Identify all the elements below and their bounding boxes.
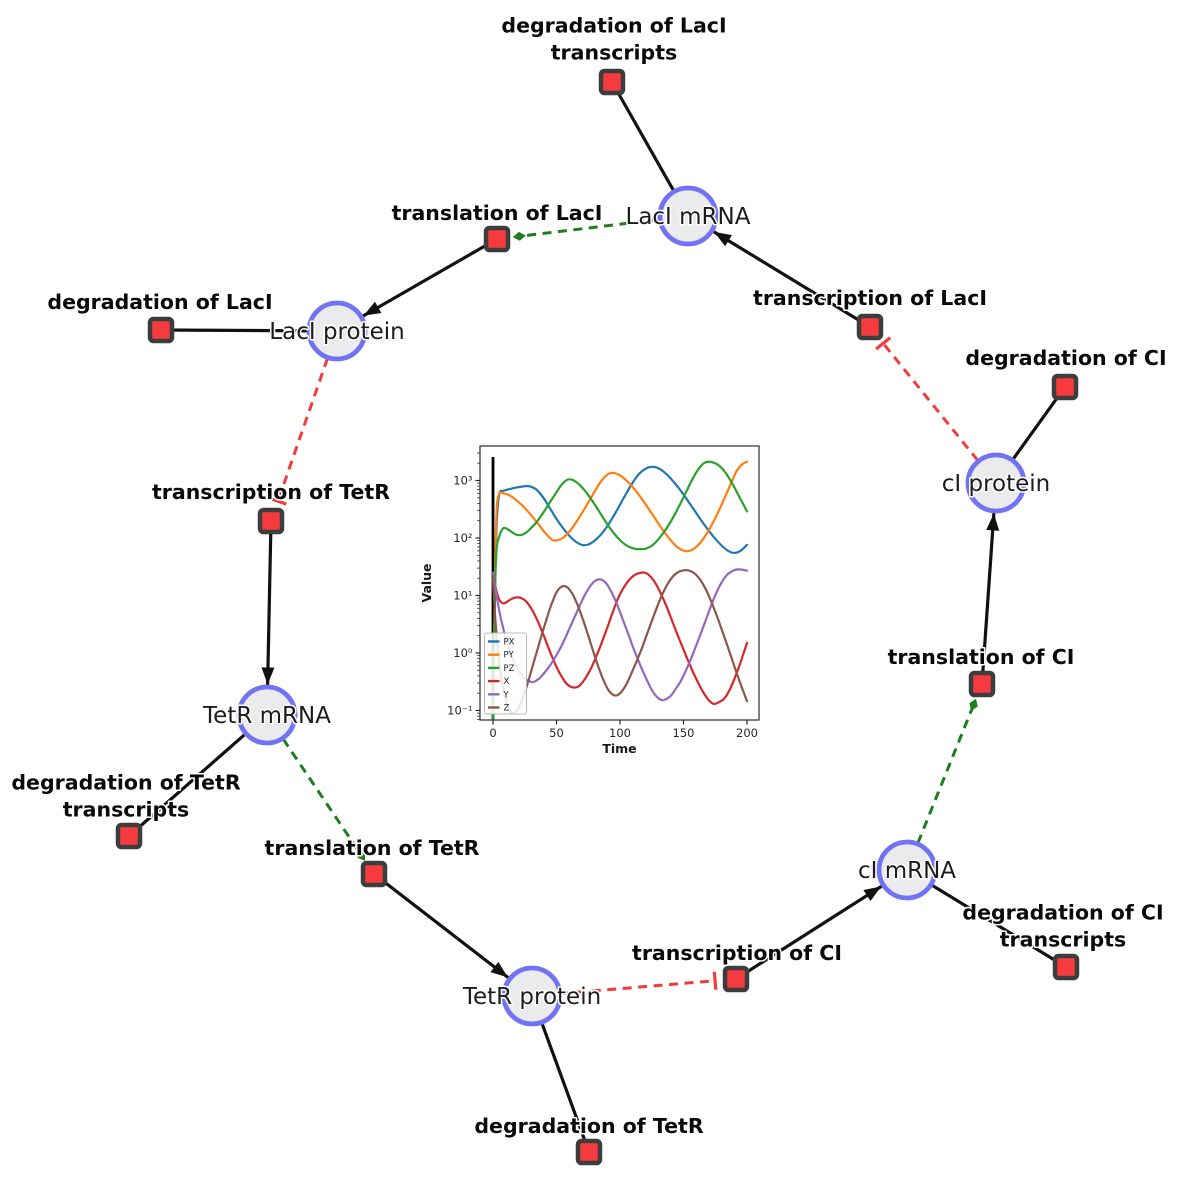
reaction-node-deg_ci_tx <box>1052 953 1080 981</box>
legend-label-PX: PX <box>504 638 515 648</box>
reaction-label-transcription_tetr: transcription of TetR <box>152 480 390 504</box>
species-label-tetr_mrna: TetR mRNA <box>202 703 331 729</box>
series-curve-PX <box>491 465 749 720</box>
reaction-label-translation_tetr: translation of TetR <box>265 836 480 860</box>
species-label-tetr_protein: TetR protein <box>462 984 601 1010</box>
y-tick-label: 10³ <box>453 474 473 488</box>
edge-tetr_protein-transcription_ci-tbar <box>712 971 718 990</box>
series-curve-PY <box>491 460 749 720</box>
species-node-laci_mrna <box>657 185 719 247</box>
edges-layer <box>127 81 1067 1153</box>
edge-transcription_tetr-tetr_mrna-arrowhead <box>261 667 275 685</box>
edge-laci_mrna-translation_laci-diamond <box>512 231 526 241</box>
reaction-node-translation_tetr <box>360 860 388 888</box>
species-node-tetr_mrna <box>236 684 298 746</box>
edge-ci_mrna-translation_ci <box>916 705 975 844</box>
chart-x-axis-label: Time <box>602 741 636 756</box>
edge-ci_mrna-deg_ci_tx <box>906 868 1067 969</box>
edge-translation_ci-ci_protein-arrowhead <box>986 513 1000 531</box>
species-node-ci_protein <box>965 452 1027 514</box>
reaction-node-deg_laci <box>147 316 175 344</box>
edge-translation_tetr-tetr_protein-arrowhead <box>490 961 508 978</box>
reaction-node-deg_laci_tx <box>598 68 626 96</box>
reaction-node-transcription_ci <box>722 965 750 993</box>
reaction-label-deg_tetr_tx: degradation of TetR transcripts <box>11 771 240 822</box>
reaction-node-deg_tetr_tx <box>115 822 143 850</box>
x-tick-label: 0 <box>489 726 496 740</box>
edge-translation_laci-laci_protein-arrowhead <box>363 301 382 316</box>
reaction-node-transcription_tetr <box>257 507 285 535</box>
reaction-label-translation_laci: translation of LacI <box>392 201 603 225</box>
edge-tetr_protein-transcription_ci <box>560 979 716 996</box>
x-tick-label: 100 <box>609 726 631 740</box>
species-label-laci_protein: LacI protein <box>269 319 404 345</box>
legend-label-Z: Z <box>504 704 510 714</box>
reaction-node-deg_tetr <box>575 1138 603 1166</box>
reaction-node-translation_ci <box>968 670 996 698</box>
edge-tetr_mrna-deg_tetr_tx <box>127 713 269 838</box>
reaction-label-transcription_ci: transcription of CI <box>632 941 842 965</box>
edge-laci_protein-transcription_tetr-tbar <box>268 496 287 506</box>
edge-laci_protein-transcription_tetr <box>276 357 329 502</box>
species-node-ci_mrna <box>876 839 938 901</box>
edge-tetr_mrna-translation_tetr-diamond <box>357 849 366 861</box>
legend-label-X: X <box>504 677 510 687</box>
edge-ci_mrna-translation_ci-diamond <box>969 698 978 711</box>
y-tick-label: 10¹ <box>453 589 472 603</box>
x-tick-label: 200 <box>736 726 758 740</box>
species-node-laci_protein <box>306 300 368 362</box>
edge-transcription_ci-ci_mrna-arrowhead <box>863 886 882 902</box>
edge-transcription_laci-laci_mrna-arrowhead <box>714 231 732 247</box>
x-tick-label: 50 <box>549 726 564 740</box>
species-node-tetr_protein <box>501 965 563 1027</box>
reaction-label-deg_ci: degradation of CI <box>965 346 1166 370</box>
legend-label-Y: Y <box>503 690 510 700</box>
reaction-label-translation_ci: translation of CI <box>888 645 1075 669</box>
inset-timeseries-chart: 10⁻¹ 10⁰ 10¹ 10² 10³ 0 50 100 150 200 Time Value PX P… <box>418 424 777 793</box>
y-tick-label: 10⁰ <box>453 646 473 660</box>
series-curve-X <box>491 571 749 706</box>
species-label-laci_mrna: LacI mRNA <box>626 204 751 230</box>
reaction-label-deg_ci_tx: degradation of CI transcripts <box>962 901 1163 952</box>
species-label-ci_mrna: cI mRNA <box>858 858 956 884</box>
reaction-label-deg_laci_tx: degradation of LacI transcripts <box>501 14 726 65</box>
reaction-node-transcription_laci <box>856 313 884 341</box>
species-label-ci_protein: cI protein <box>942 471 1051 497</box>
reaction-label-transcription_laci: transcription of LacI <box>753 286 987 310</box>
reaction-node-deg_ci <box>1051 373 1079 401</box>
edge-tetr_mrna-translation_tetr <box>281 738 362 855</box>
nodes-layer <box>115 68 1080 1166</box>
chart-y-axis-label: Value <box>419 563 434 602</box>
edge-ci_protein-transcription_laci-tbar <box>875 336 892 351</box>
reaction-label-deg_tetr: degradation of TetR <box>474 1114 703 1138</box>
legend-label-PZ: PZ <box>504 664 515 674</box>
x-tick-label: 150 <box>673 726 695 740</box>
labels-layer: LacI mRNA LacI protein TetR mRNA TetR prote… <box>10 12 1168 1140</box>
series-curve-PZ <box>491 460 749 720</box>
edge-ci_protein-transcription_laci <box>882 342 979 462</box>
reaction-label-deg_laci: degradation of LacI <box>47 290 272 314</box>
y-tick-label: 10⁻¹ <box>447 704 472 718</box>
plot-border <box>479 445 760 721</box>
edge-laci_mrna-translation_laci <box>520 217 660 238</box>
reaction-node-translation_laci <box>483 225 511 253</box>
y-tick-label: 10² <box>453 531 472 545</box>
legend-label-PY: PY <box>504 651 515 661</box>
